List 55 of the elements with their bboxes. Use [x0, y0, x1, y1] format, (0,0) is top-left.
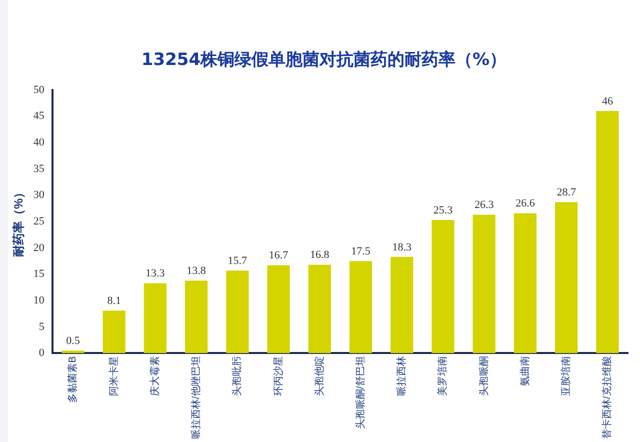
x-tick-label: 氨曲南	[518, 356, 531, 386]
bar	[514, 213, 537, 354]
x-tick-label: 头孢哌酮/舒巴坦	[354, 356, 367, 430]
y-tick-label: 50	[33, 84, 45, 96]
x-tick-label: 庆大霉素	[148, 356, 161, 396]
y-tick-label: 30	[33, 189, 45, 202]
y-tick-label: 25	[33, 216, 45, 228]
y-tick-label: 35	[33, 162, 45, 175]
data-label: 28.7	[556, 186, 576, 199]
bar	[555, 202, 578, 354]
x-tick-label: 多黏菌素B	[66, 356, 79, 403]
y-tick-label: 10	[33, 294, 45, 306]
x-tick-label: 哌拉西林	[396, 356, 408, 396]
data-label: 16.8	[310, 249, 330, 262]
bar	[390, 256, 414, 354]
data-label: 17.5	[351, 245, 371, 258]
data-label: 18.3	[392, 241, 412, 254]
bar	[62, 350, 84, 354]
data-label: 13.3	[146, 268, 166, 280]
x-tick-label: 头孢他啶	[313, 356, 326, 396]
data-label: 26.3	[474, 199, 494, 212]
bar	[308, 264, 331, 354]
bar	[267, 265, 290, 354]
x-tick-label: 头孢吡肟	[231, 356, 244, 396]
y-tick-label: 5	[38, 320, 45, 333]
data-label: 16.7	[268, 250, 289, 262]
x-tick-label: 美罗培南	[436, 356, 449, 396]
data-label: 46	[602, 95, 614, 108]
bar	[144, 283, 166, 354]
y-tick-label: 0	[38, 347, 45, 360]
bar	[184, 280, 208, 354]
x-tick-label: 头孢哌酮	[478, 356, 490, 396]
x-tick-label: 亚胺培南	[560, 356, 572, 396]
y-tick-label: 45	[33, 110, 45, 122]
y-tick-label: 20	[33, 242, 45, 254]
y-tick-label: 40	[33, 136, 45, 149]
data-label: 13.8	[186, 264, 206, 277]
bar	[102, 310, 126, 354]
bar	[432, 220, 454, 354]
bar	[226, 270, 249, 354]
y-axis-title: 耐药率（%）	[12, 186, 26, 257]
data-label: 0.5	[66, 334, 80, 347]
data-label: 15.7	[228, 254, 248, 267]
chart-title: 13254株铜绿假单胞菌对抗菌药的耐药率（%）	[140, 49, 508, 71]
x-tick-label: 阿米卡星	[108, 356, 120, 396]
x-tick-label: 替卡西林/克拉维酸	[601, 356, 614, 440]
data-label: 8.1	[107, 294, 121, 307]
bar	[472, 214, 496, 354]
data-label: 25.3	[433, 204, 454, 216]
bar	[349, 261, 372, 354]
data-label: 26.6	[516, 198, 536, 210]
y-tick-label: 15	[33, 268, 45, 280]
x-tick-label: 哌拉西林/他唑巴坦	[190, 356, 202, 440]
x-tick-label: 环丙沙星	[272, 356, 284, 396]
bar	[596, 111, 619, 354]
